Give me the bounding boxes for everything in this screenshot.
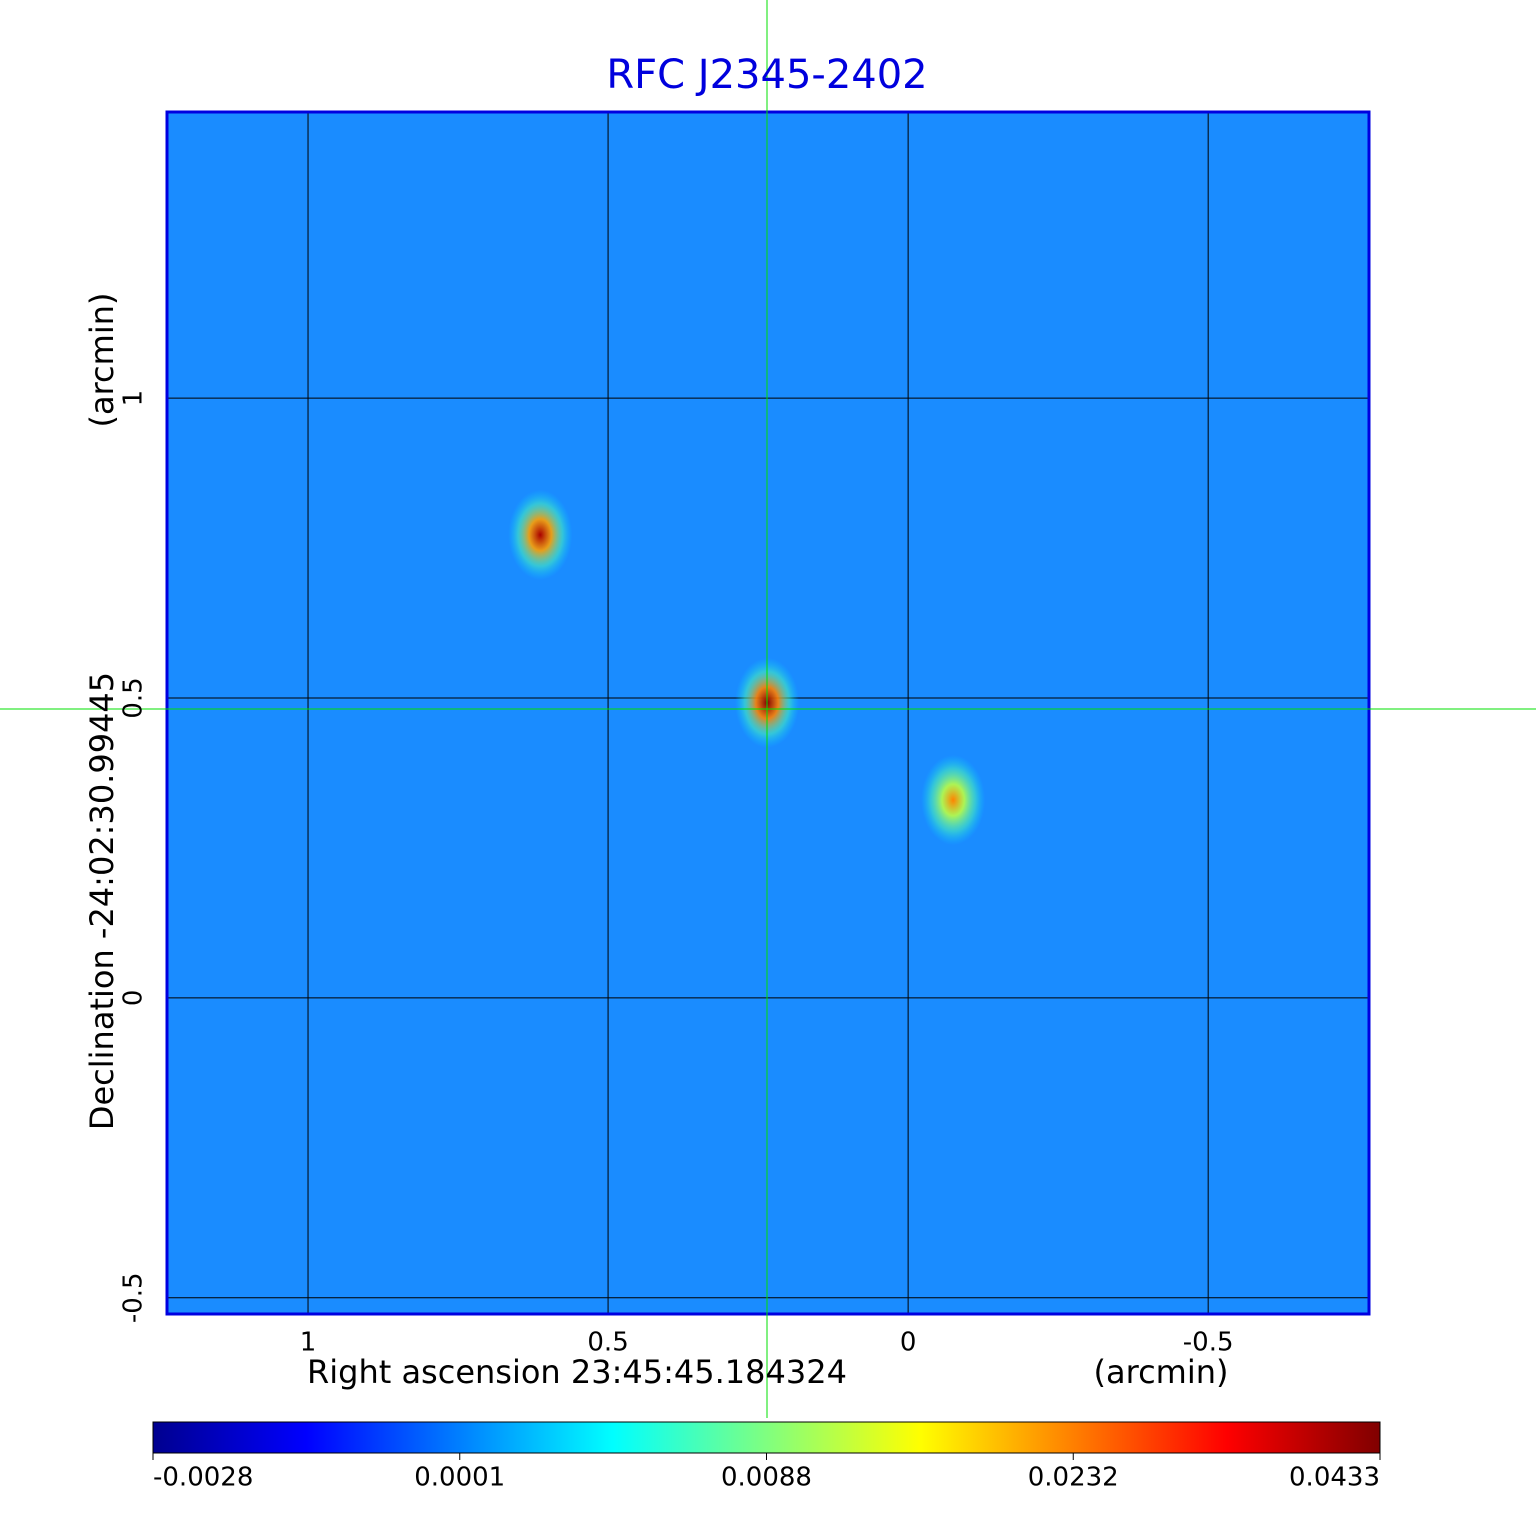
y-axis-label: Declination -24:02:30.99445 (83, 672, 121, 1130)
x-tick-label: 0 (900, 1328, 917, 1358)
colorbar-tick-label: 0.0088 (721, 1463, 812, 1493)
y-axis-unit: (arcmin) (83, 293, 121, 428)
colorbar-tick-label: 0.0433 (1289, 1463, 1380, 1493)
y-tick-label: 1 (119, 390, 149, 407)
x-tick-label: 0.5 (587, 1328, 628, 1358)
colorbar-tick-label: 0.0001 (414, 1463, 505, 1493)
colorbar-tick-label: 0.0232 (1028, 1463, 1119, 1493)
y-tick-label: -0.5 (119, 1272, 149, 1323)
source-peak (921, 754, 986, 845)
colorbar (152, 1421, 1381, 1454)
x-tick-label: -0.5 (1183, 1328, 1234, 1358)
x-axis-unit: (arcmin) (1094, 1353, 1229, 1391)
x-tick-label: 1 (300, 1328, 317, 1358)
x-axis-label: Right ascension 23:45:45.184324 (307, 1353, 847, 1391)
chart-title: RFC J2345-2402 (606, 52, 927, 98)
plot-frame (165, 110, 1371, 1316)
y-tick-label: 0.5 (119, 677, 149, 718)
y-tick-label: 0 (119, 990, 149, 1007)
source-peak (508, 489, 573, 580)
colorbar-tick-label: -0.0028 (153, 1463, 253, 1493)
